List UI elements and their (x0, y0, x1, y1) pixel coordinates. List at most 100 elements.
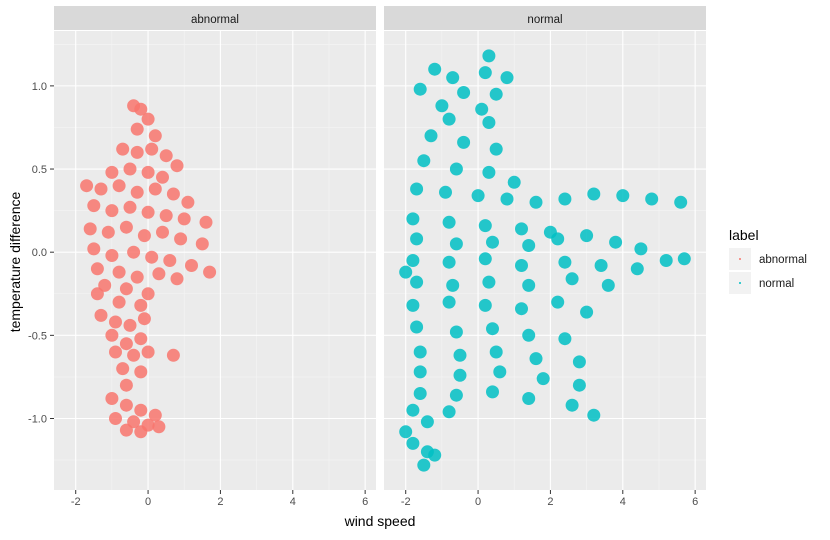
data-point (141, 165, 155, 179)
data-point (442, 405, 456, 419)
y-tick-label: 0.0 (32, 247, 47, 259)
data-point (634, 242, 648, 256)
x-tick-label: 4 (290, 496, 296, 508)
data-point (399, 425, 413, 439)
x-tick-label: 0 (145, 496, 151, 508)
data-point (116, 142, 130, 156)
facet-strip-label: abnormal (191, 14, 239, 26)
data-point (87, 242, 101, 256)
data-point (406, 254, 420, 267)
legend: label abnormal normal (729, 227, 807, 294)
data-point (399, 265, 413, 279)
data-point (565, 272, 579, 286)
data-point (478, 66, 492, 80)
series-abnormal (80, 99, 217, 439)
data-point (413, 387, 427, 400)
data-point (134, 403, 148, 417)
legend-label: normal (759, 278, 794, 290)
data-point (449, 388, 463, 402)
data-point (159, 149, 173, 163)
data-point (536, 372, 550, 386)
data-point (500, 71, 514, 85)
data-point (119, 378, 133, 392)
data-point (674, 195, 688, 209)
data-point (457, 135, 471, 149)
data-point (428, 448, 442, 462)
data-point (170, 159, 184, 173)
data-point (442, 215, 456, 229)
data-point (406, 403, 420, 417)
data-point (112, 295, 126, 309)
data-point (130, 270, 144, 284)
data-point (580, 229, 594, 243)
data-point (522, 278, 536, 292)
y-tick-label: 1.0 (32, 81, 47, 93)
data-point (413, 365, 427, 379)
data-point (493, 365, 507, 379)
legend-entries: abnormal normal (729, 248, 807, 294)
data-point (119, 282, 133, 296)
axes-layer: wind speed temperature difference -2 0 2 4 6… (7, 81, 698, 529)
data-point (486, 385, 499, 399)
data-point (482, 165, 496, 179)
facet-strip-label: normal (527, 14, 562, 26)
data-point (428, 62, 442, 76)
legend-key-dot (739, 282, 741, 284)
data-point (105, 392, 119, 405)
data-point (185, 259, 198, 272)
data-point (137, 229, 151, 243)
data-point (123, 162, 137, 176)
x-tick-label: -2 (71, 496, 81, 508)
legend-title: label (729, 227, 759, 243)
data-point (406, 436, 420, 450)
data-point (565, 398, 579, 412)
data-point (98, 278, 112, 292)
data-point (489, 345, 503, 359)
data-point (101, 225, 115, 239)
y-axis-label: temperature difference (7, 191, 23, 332)
data-point (141, 112, 155, 126)
data-point (522, 328, 536, 342)
data-point (449, 325, 463, 339)
y-tick-label: -1.0 (28, 413, 47, 425)
panel-background (54, 31, 376, 490)
data-point (148, 129, 162, 143)
data-point (449, 237, 463, 251)
data-point (156, 225, 169, 239)
data-point (439, 185, 452, 199)
data-point (558, 192, 572, 206)
data-point (112, 179, 126, 193)
data-point (145, 142, 159, 156)
data-point (507, 175, 521, 189)
data-point (410, 232, 424, 246)
data-point (152, 420, 166, 434)
x-tick-label: -2 (401, 496, 411, 508)
data-point (515, 222, 528, 236)
panels-layer: abnormal normal (54, 6, 706, 490)
data-point (94, 182, 108, 196)
data-point (163, 254, 177, 267)
data-point (148, 408, 162, 422)
data-point (471, 189, 485, 203)
data-point (572, 355, 586, 369)
data-point (406, 298, 420, 312)
data-point (522, 392, 536, 405)
data-point (515, 302, 528, 316)
data-point (137, 312, 151, 326)
data-point (105, 249, 119, 262)
data-point (156, 170, 169, 184)
data-point (587, 408, 601, 422)
data-point (453, 348, 467, 362)
data-point (127, 348, 141, 362)
data-point (119, 337, 133, 351)
data-point (181, 195, 195, 209)
facet-panel-abnormal: abnormal (54, 6, 376, 490)
data-point (478, 219, 492, 233)
data-point (478, 298, 492, 312)
data-point (449, 162, 463, 176)
data-point (109, 345, 122, 359)
data-point (127, 245, 141, 259)
data-point (134, 298, 148, 312)
data-point (112, 265, 126, 279)
data-point (410, 182, 424, 196)
